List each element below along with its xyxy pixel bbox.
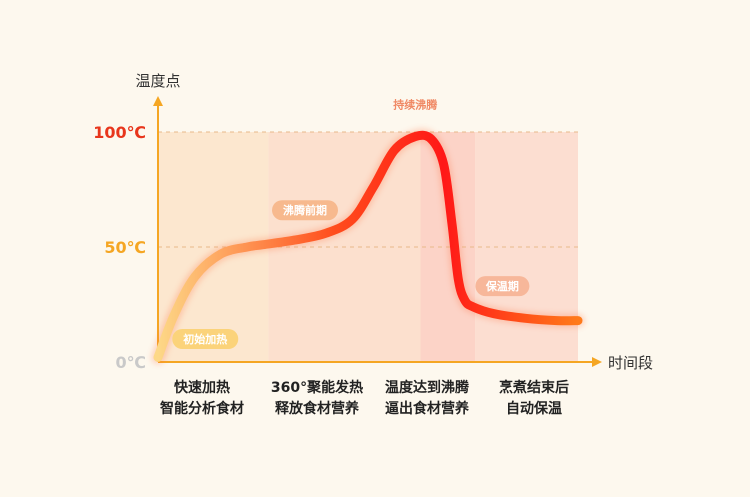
y-tick-label: 100℃	[93, 123, 146, 142]
annotation-pill	[272, 200, 338, 221]
phase-caption-line1: 快速加热	[174, 379, 230, 396]
annotation-label: 保温期	[485, 279, 519, 293]
annotation-pill	[475, 276, 530, 297]
annotation-label: 初始加热	[183, 332, 227, 346]
x-axis-arrow	[592, 357, 602, 367]
temperature-curve	[153, 130, 583, 362]
annotation-label: 沸腾前期	[283, 203, 327, 217]
phase-caption-line2: 智能分析食材	[159, 400, 244, 417]
phase-caption-line1: 烹煮结束后	[499, 379, 569, 396]
y-axis-arrow	[153, 96, 163, 106]
axes	[153, 96, 602, 367]
phase-caption-line1: 温度达到沸腾	[385, 379, 470, 396]
x-axis-label: 时间段	[608, 354, 653, 372]
temperature-curve-group	[151, 128, 585, 365]
phase-caption-line2: 逼出食材营养	[385, 400, 470, 417]
y-tick-label: 50℃	[104, 238, 146, 257]
phase-caption-line1: 360°聚能发热	[271, 379, 363, 396]
phase-caption-line2: 自动保温	[506, 400, 562, 417]
annotation-label: 持续沸腾	[393, 97, 438, 111]
y-tick-label: 0℃	[115, 353, 146, 372]
annotation-pill	[172, 329, 239, 349]
gridlines	[158, 131, 578, 248]
phase-caption-line2: 释放食材营养	[275, 400, 360, 417]
y-axis-label: 温度点	[135, 72, 180, 90]
